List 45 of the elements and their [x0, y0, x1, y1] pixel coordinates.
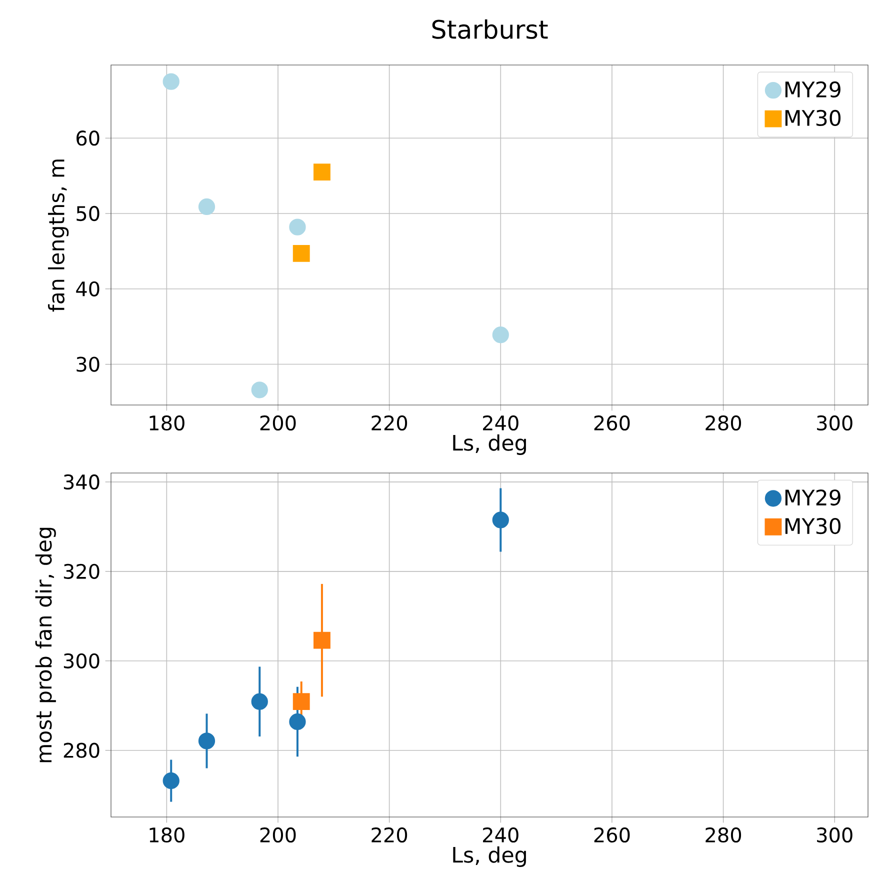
x-tick-label: 280 [706, 827, 742, 843]
point [289, 218, 306, 236]
y-tick-label: 280 [64, 742, 100, 758]
point [198, 732, 216, 750]
chart-title: Starburst [432, 19, 548, 39]
x-tick-label: 180 [150, 415, 184, 431]
point [251, 693, 268, 710]
y-tick-label: 30 [76, 356, 100, 372]
y-axis-title: most prob fan dir, deg [35, 528, 56, 762]
legend-label: MY29 [785, 81, 840, 98]
x-tick-label: 200 [260, 415, 296, 431]
x-tick-label: 300 [817, 827, 852, 843]
y-tick-label: 300 [64, 653, 100, 668]
point [198, 198, 216, 216]
point [289, 713, 306, 730]
y-tick-label: 40 [76, 281, 100, 296]
legend-label: MY29 [785, 489, 840, 506]
x-tick-label: 220 [372, 827, 408, 843]
y-tick-label: 60 [76, 130, 100, 146]
x-tick-label: 240 [483, 415, 518, 431]
point [292, 693, 310, 710]
point [251, 382, 268, 398]
x-tick-label: 280 [706, 415, 742, 431]
legend-label: MY30 [785, 518, 841, 534]
legend-label: MY30 [785, 110, 841, 126]
point [313, 632, 330, 649]
y-tick-label: 50 [76, 206, 100, 222]
point [492, 326, 509, 344]
x-axis-title: Ls, deg [453, 434, 526, 455]
x-tick-label: 220 [372, 415, 408, 431]
point [162, 73, 180, 90]
y-tick-label: 320 [64, 564, 100, 579]
point [492, 512, 509, 528]
x-tick-label: 240 [483, 827, 518, 843]
x-tick-label: 260 [594, 827, 630, 843]
x-axis-title: Ls, deg [453, 846, 526, 867]
x-tick-label: 200 [260, 827, 296, 843]
x-tick-label: 260 [594, 415, 630, 431]
point [162, 772, 180, 790]
y-axis-title: fan lengths, m [48, 160, 69, 312]
point [313, 164, 330, 181]
point [292, 244, 310, 262]
x-tick-label: 300 [817, 415, 852, 431]
y-tick-label: 340 [64, 474, 100, 490]
x-tick-label: 180 [150, 827, 184, 843]
